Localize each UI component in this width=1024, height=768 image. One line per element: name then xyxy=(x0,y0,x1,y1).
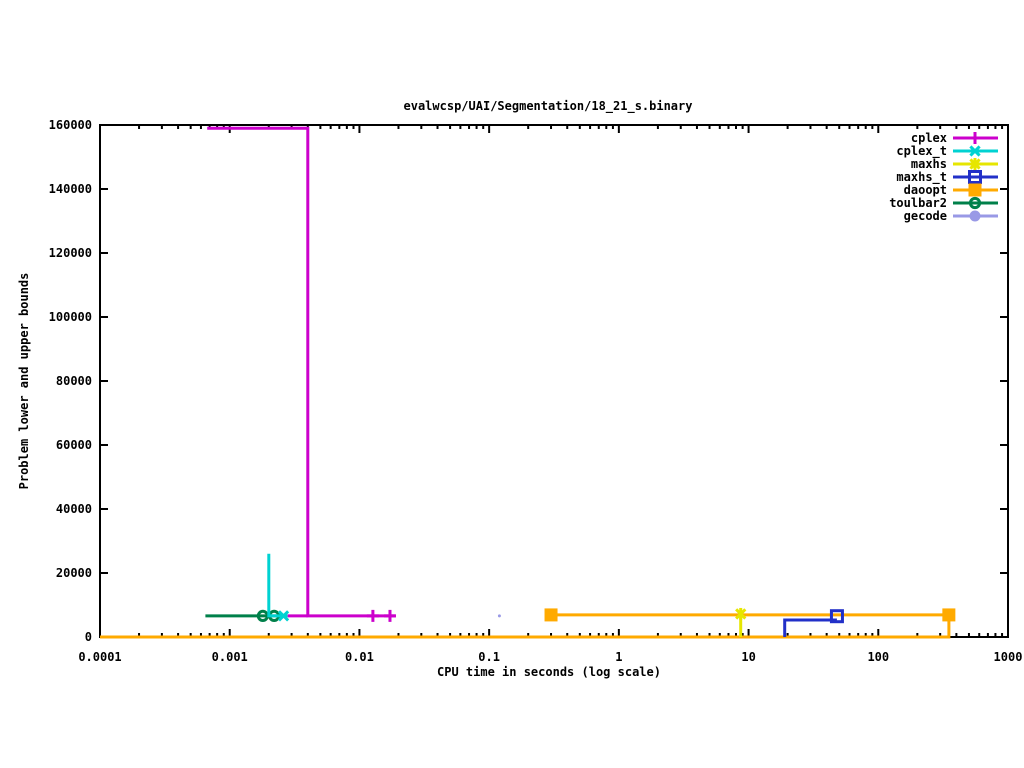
legend-item-cplex_t: cplex_t xyxy=(896,144,998,159)
series-daoopt-marker xyxy=(544,608,558,622)
legend-sample-marker-toulbar2 xyxy=(968,196,982,210)
legend-item-maxhs: maxhs xyxy=(911,157,998,171)
circle-filled-shape xyxy=(969,210,981,222)
legend-item-maxhs_t: maxhs_t xyxy=(896,170,998,185)
square-filled-shape xyxy=(544,608,558,622)
cross-arm xyxy=(969,145,981,157)
y-tick-label: 120000 xyxy=(49,246,92,260)
square-open-shape xyxy=(968,170,982,184)
legend-label-maxhs: maxhs xyxy=(911,157,947,171)
legend-label-gecode: gecode xyxy=(904,209,947,223)
series-cplex_t-line xyxy=(267,553,288,618)
x-tick-label: 0.1 xyxy=(478,650,500,664)
legend-sample-marker-gecode xyxy=(969,210,981,222)
series-cplex_t-marker xyxy=(277,610,290,622)
x-tick-label: 0.01 xyxy=(345,650,374,664)
legend-item-toulbar2: toulbar2 xyxy=(889,196,998,210)
y-tick-label: 60000 xyxy=(56,438,92,452)
y-tick-label: 160000 xyxy=(49,118,92,132)
legend-item-daoopt: daoopt xyxy=(904,183,998,197)
legend-sample-marker-maxhs xyxy=(969,158,981,170)
series-maxhs_t-marker xyxy=(829,609,844,624)
square-filled-shape xyxy=(968,183,982,197)
x-tick-label: 1 xyxy=(615,650,622,664)
legend-label-daoopt: daoopt xyxy=(904,183,947,197)
x-tick-label: 0.001 xyxy=(212,650,248,664)
legend-item-cplex: cplex xyxy=(911,131,998,145)
y-axis-label: Problem lower and upper bounds xyxy=(17,273,31,490)
legend-label-maxhs_t: maxhs_t xyxy=(896,170,947,185)
series-daoopt-marker xyxy=(942,608,956,622)
chart-title: evalwcsp/UAI/Segmentation/18_21_s.binary xyxy=(404,99,693,114)
square-filled-shape xyxy=(942,608,956,622)
x-tick-label: 1000 xyxy=(994,650,1023,664)
legend-label-cplex_t: cplex_t xyxy=(896,144,947,159)
y-tick-label: 140000 xyxy=(49,182,92,196)
asterisk-arm xyxy=(969,158,981,170)
y-tick-label: 100000 xyxy=(49,310,92,324)
series-gecode-marker xyxy=(497,614,501,618)
y-tick-label: 0 xyxy=(85,630,92,644)
square-open-shape xyxy=(829,609,844,624)
asterisk-arm xyxy=(735,608,747,620)
cross-arm xyxy=(277,610,290,622)
legend-label-toulbar2: toulbar2 xyxy=(889,196,947,210)
y-tick-label: 80000 xyxy=(56,374,92,388)
series-daoopt-line xyxy=(100,614,951,639)
circle-filled-shape xyxy=(497,614,501,618)
legend-sample-marker-cplex_t xyxy=(969,145,981,157)
x-tick-label: 0.0001 xyxy=(78,650,121,664)
plot-border xyxy=(99,124,1009,638)
series-cplex-marker xyxy=(366,609,379,622)
legend-sample-marker-maxhs_t xyxy=(968,170,982,184)
legend-sample-marker-daoopt xyxy=(968,183,982,197)
x-tick-label: 100 xyxy=(867,650,889,664)
series-cplex-line xyxy=(207,126,396,618)
legend-sample-marker-cplex xyxy=(969,132,981,144)
circle-open-shape xyxy=(968,196,982,210)
series-maxhs_t-line xyxy=(783,618,837,637)
y-tick-label: 20000 xyxy=(56,566,92,580)
x-axis-label: CPU time in seconds (log scale) xyxy=(437,665,661,679)
x-tick-label: 10 xyxy=(741,650,755,664)
series-maxhs-marker xyxy=(735,607,747,620)
series-cplex-marker xyxy=(383,609,396,622)
plot-area: 0.0001 0.001 0.01 0.1 1 10 100 1000 0 20000 40000 6… xyxy=(49,118,1023,664)
legend: cplexcplex_tmaxhsmaxhs_tdaoopttoulbar2ge… xyxy=(889,131,998,223)
y-tick-label: 40000 xyxy=(56,502,92,516)
legend-label-cplex: cplex xyxy=(911,131,947,145)
legend-item-gecode: gecode xyxy=(904,209,998,223)
